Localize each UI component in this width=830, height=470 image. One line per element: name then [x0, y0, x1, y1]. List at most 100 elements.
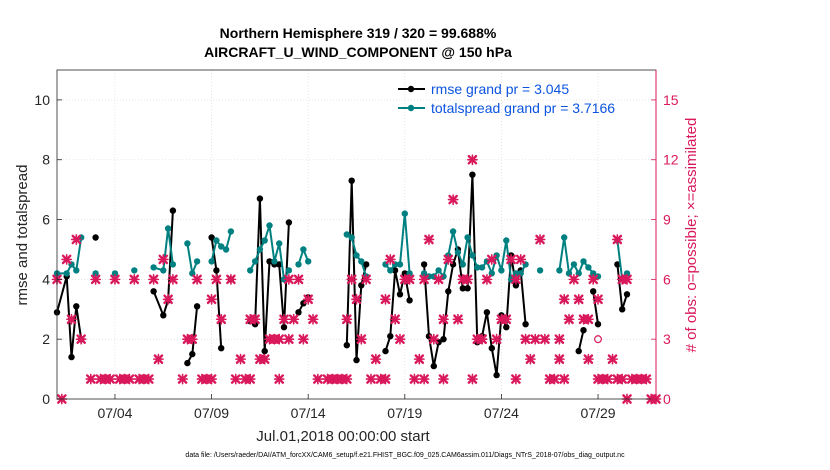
- rmse-point: [503, 324, 510, 331]
- obs-assimilated-marker: [206, 373, 217, 385]
- title: Northern Hemisphere 319 / 320 = 99.688% …: [204, 25, 512, 60]
- obs-assimilated-marker: [558, 373, 570, 385]
- rmse-point: [280, 324, 288, 331]
- obs-assimilated-marker: [462, 273, 474, 285]
- rmse-point: [619, 306, 626, 313]
- spread-point: [160, 267, 167, 274]
- obs-assimilated-marker: [380, 373, 391, 385]
- spread-point: [193, 258, 201, 265]
- x-tick-label: 07/09: [194, 405, 229, 421]
- obs-assimilated-marker: [438, 373, 449, 385]
- rmse-point: [295, 309, 302, 316]
- spread-point: [164, 225, 172, 232]
- obs-assimilated-marker: [539, 333, 551, 345]
- obs-assimilated-marker: [607, 353, 618, 365]
- obs-assimilated-marker: [481, 273, 493, 285]
- obs-assimilated-marker: [467, 154, 478, 166]
- spread-point: [184, 240, 191, 247]
- obs-assimilated-marker: [616, 373, 628, 385]
- obs-assimilated-marker: [568, 273, 580, 285]
- rmse-point: [420, 261, 428, 268]
- spread-point: [218, 243, 225, 250]
- obs-assimilated-marker: [534, 234, 546, 245]
- y2-axis-label: # of obs: o=possible; ×=assimilated: [683, 118, 700, 353]
- obs-assimilated-marker: [259, 353, 271, 365]
- y-tick-label: 8: [42, 152, 50, 168]
- spread-point: [227, 228, 235, 235]
- spread-point: [261, 237, 268, 244]
- obs-assimilated-marker: [273, 373, 285, 385]
- obs-layer: [51, 154, 662, 405]
- obs-assimilated-marker: [293, 273, 304, 285]
- footer-data-file: data file: /Users/raeder/DAI/ATM_forcXX/…: [185, 452, 625, 459]
- rmse-point: [391, 267, 399, 274]
- rmse-point: [464, 285, 471, 292]
- obs-assimilated-marker: [244, 373, 256, 385]
- spread-point: [478, 264, 486, 271]
- obs-assimilated-marker: [433, 273, 445, 285]
- obs-assimilated-marker: [515, 254, 527, 265]
- x-tick-label: 07/04: [97, 405, 132, 421]
- spread-point: [561, 234, 568, 241]
- spread-point: [213, 237, 220, 244]
- obs-assimilated-marker: [177, 373, 188, 385]
- obs-assimilated-marker: [582, 313, 594, 325]
- obs-assimilated-marker: [389, 313, 401, 325]
- spread-point: [111, 270, 119, 277]
- obs-assimilated-marker: [346, 273, 358, 285]
- obs-assimilated-marker: [611, 234, 623, 245]
- x-tick-label: 07/24: [484, 405, 519, 421]
- rmse-point: [623, 291, 631, 298]
- rmse-point: [184, 359, 191, 367]
- obs-assimilated-marker: [442, 254, 454, 265]
- obs-assimilated-marker: [384, 254, 396, 265]
- obs-assimilated-marker: [525, 353, 536, 365]
- obs-assimilated-marker: [157, 254, 169, 265]
- spread-point: [208, 258, 215, 265]
- spread-point: [73, 267, 80, 274]
- rmse-point: [575, 347, 582, 355]
- rmse-point: [92, 234, 99, 241]
- x-tick-label: 07/19: [387, 405, 422, 421]
- obs-assimilated-marker: [452, 313, 464, 325]
- rmse-point: [590, 288, 597, 295]
- obs-assimilated-marker: [167, 273, 179, 285]
- spread-point: [295, 261, 302, 268]
- obs-assimilated-marker: [70, 234, 82, 245]
- y-axis-left: 0 2 4 6 8 10: [34, 92, 62, 407]
- spread-point: [449, 228, 457, 235]
- obs-assimilated-marker: [215, 313, 227, 325]
- y2-tick-label: 9: [663, 212, 671, 228]
- y2-tick-label: 6: [663, 271, 671, 287]
- obs-assimilated-marker: [85, 373, 97, 385]
- obs-assimilated-marker: [380, 293, 391, 305]
- spread-point: [222, 246, 230, 253]
- spread-point: [276, 240, 283, 247]
- rmse-point: [459, 285, 466, 292]
- x-axis: 07/04 07/09 07/14 07/19 07/24 07/29: [97, 394, 616, 421]
- spread-point: [474, 264, 481, 271]
- spread-point: [420, 270, 428, 277]
- rmse-point: [73, 303, 80, 310]
- obs-assimilated-marker: [587, 273, 599, 285]
- y2-tick-label: 0: [663, 391, 671, 407]
- rmse-point: [387, 333, 394, 340]
- spread-point: [498, 267, 505, 274]
- obs-assimilated-marker: [90, 273, 102, 285]
- obs-assimilated-marker: [563, 313, 575, 325]
- x-axis-label: Jul.01,2018 00:00:00 start: [256, 428, 430, 445]
- obs-assimilated-marker: [520, 333, 531, 345]
- spread-point: [358, 258, 365, 265]
- rmse-point: [488, 345, 495, 352]
- obs-assimilated-marker: [447, 194, 459, 206]
- y-tick-label: 2: [42, 331, 50, 347]
- obs-assimilated-marker: [312, 373, 324, 385]
- obs-assimilated-marker: [621, 273, 633, 285]
- obs-assimilated-marker: [553, 353, 565, 365]
- obs-assimilated-marker: [355, 333, 367, 345]
- obs-assimilated-marker: [230, 373, 242, 385]
- obs-assimilated-marker: [467, 373, 478, 385]
- spread-point: [536, 267, 544, 274]
- rmse-point: [348, 177, 355, 184]
- rmse-point: [580, 327, 587, 334]
